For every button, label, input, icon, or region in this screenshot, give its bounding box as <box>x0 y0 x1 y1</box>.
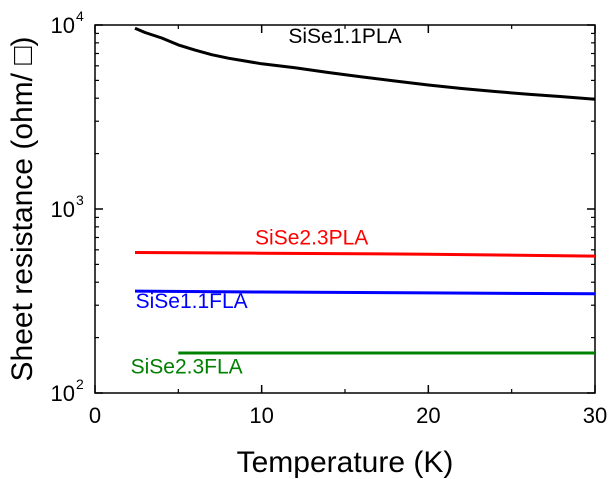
y-tick-exponent: 3 <box>76 192 84 208</box>
x-tick-label: 0 <box>89 403 101 428</box>
series-line-sise1-1fla <box>134 289 596 296</box>
y-tick-exponent: 2 <box>76 376 84 392</box>
y-tick-label: 10 <box>51 197 75 222</box>
y-tick-label: 10 <box>51 381 75 406</box>
series-line-sise1-1pla <box>134 26 596 101</box>
y-tick-label: 10 <box>51 13 75 38</box>
y-axis-label: Sheet resistance (ohm/ □) <box>6 37 39 382</box>
series-label-sise2-3fla: SiSe2.3FLA <box>131 355 243 378</box>
series-label-sise1-1pla: SiSe1.1PLA <box>288 25 401 48</box>
series-label-sise2-3pla: SiSe2.3PLA <box>255 227 368 250</box>
annotation-group: SiSe1.1PLA SiSe2.3PLA SiSe1.1FLA SiSe2.3FLA <box>131 25 402 378</box>
x-tick-label: 20 <box>416 403 440 428</box>
x-tick-label: 10 <box>249 403 273 428</box>
y-tick-exponent: 4 <box>76 8 84 24</box>
plot-frame <box>94 24 596 394</box>
series-line-sise2-3pla <box>134 251 596 258</box>
series-label-sise1-1fla: SiSe1.1FLA <box>136 290 248 313</box>
series-group <box>134 26 596 355</box>
x-tick-label: 30 <box>583 403 607 428</box>
x-axis-label: Temperature (K) <box>237 446 454 479</box>
